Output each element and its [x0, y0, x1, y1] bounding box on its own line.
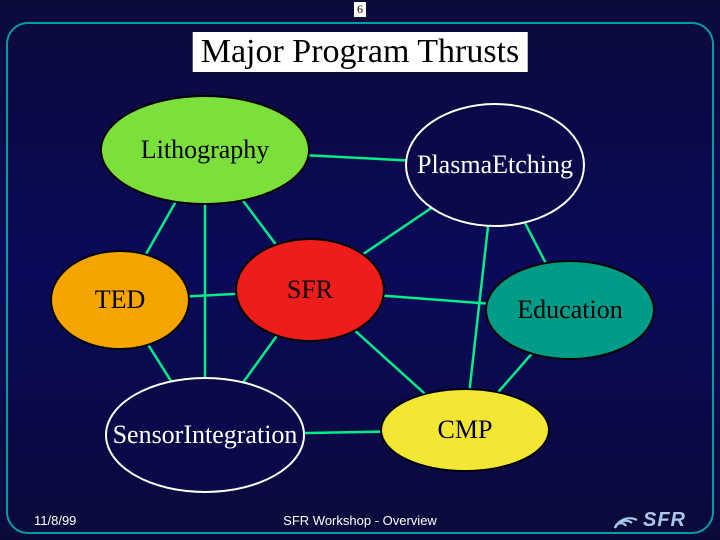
node-cmp: CMP — [380, 388, 550, 472]
footer-date: 11/8/99 — [34, 513, 76, 528]
node-litho: Lithography — [100, 95, 310, 205]
page-number: 6 — [354, 2, 366, 17]
node-sensor: SensorIntegration — [105, 377, 305, 493]
node-sfr: SFR — [235, 238, 385, 342]
logo-text: SFR — [643, 509, 686, 532]
node-ted: TED — [50, 250, 190, 350]
footer-subtitle: SFR Workshop - Overview — [283, 513, 437, 528]
network-diagram: Lithography PlasmaEtching TED SFR Education S… — [0, 0, 720, 540]
node-edu: Education — [485, 260, 655, 360]
node-plasma: PlasmaEtching — [405, 103, 585, 227]
sfr-logo: SFR — [613, 508, 686, 532]
logo-arcs-icon — [613, 508, 639, 532]
page-title: Major Program Thrusts — [193, 32, 528, 72]
